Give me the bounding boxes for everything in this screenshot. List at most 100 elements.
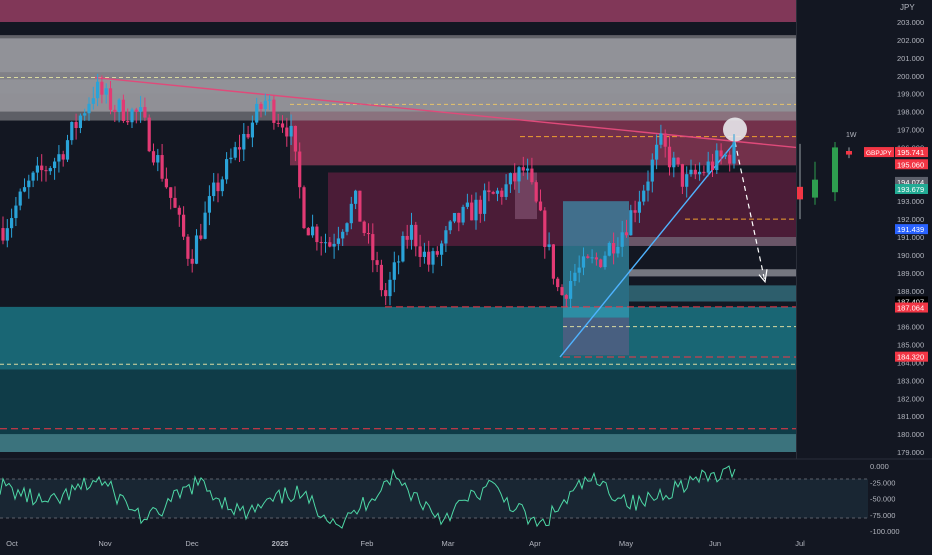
candle — [233, 147, 237, 158]
highlight-circle — [723, 117, 747, 142]
y-tick-label: 199.000 — [897, 90, 924, 99]
candle — [543, 210, 547, 247]
candle — [199, 235, 203, 239]
candle — [57, 154, 61, 162]
price-tag — [895, 176, 928, 187]
zone-order-block-top — [290, 120, 796, 166]
weekly-candle — [797, 186, 803, 200]
zone-demand — [0, 306, 796, 370]
candle — [186, 236, 190, 259]
candle — [285, 127, 289, 137]
price-tag — [895, 351, 928, 362]
oscillator-axis: 0.000 -25.000 -50.000 -75.000 -100.000 — [870, 462, 900, 536]
y-tick-label: 184.000 — [897, 358, 924, 367]
y-tick-label: 188.000 — [897, 287, 924, 296]
candle — [48, 168, 52, 172]
candle — [349, 203, 353, 224]
candle — [190, 258, 194, 264]
candle — [35, 165, 39, 173]
candle — [164, 178, 168, 188]
trendline-descending — [94, 76, 797, 149]
candle — [491, 192, 495, 194]
candle — [573, 272, 577, 281]
candle — [225, 159, 229, 180]
candle — [1, 228, 5, 241]
y-tick-label: 192.000 — [897, 215, 924, 224]
candle — [293, 125, 297, 152]
price-tag — [895, 184, 928, 195]
candle — [728, 154, 732, 164]
candle — [508, 173, 512, 185]
candle — [358, 190, 362, 222]
candle — [465, 202, 469, 207]
candle — [216, 182, 220, 192]
x-tick-label: May — [619, 539, 633, 548]
candle — [147, 117, 151, 152]
candle — [689, 169, 693, 175]
candle — [659, 133, 663, 145]
candle — [173, 197, 177, 208]
currency-label: JPY — [900, 3, 915, 12]
candle — [315, 226, 319, 243]
candle — [139, 107, 143, 112]
projection-arrowhead — [758, 269, 768, 284]
candle — [384, 290, 388, 297]
price-tag-text: 195.060 — [897, 160, 924, 169]
candle — [414, 224, 418, 247]
price-tag-text: 195.741 — [897, 148, 924, 157]
time-axis[interactable]: Oct Nov Dec 2025 Feb Mar Apr May Jun Jul — [6, 539, 805, 548]
x-tick-label: 2025 — [272, 539, 289, 548]
zone-premium — [0, 0, 796, 22]
candle — [78, 115, 82, 128]
candle — [53, 161, 57, 169]
candle — [263, 100, 267, 110]
candle — [306, 228, 310, 236]
candle — [100, 81, 104, 95]
price-tag-text: 194.074 — [897, 178, 924, 187]
x-tick-label: Apr — [529, 539, 541, 548]
price-tag — [895, 147, 928, 158]
candle — [427, 251, 431, 265]
projection-arrow — [734, 141, 766, 282]
candle — [624, 232, 629, 236]
y-tick-label: 201.000 — [897, 54, 924, 63]
y-tick-label: 203.000 — [897, 18, 924, 27]
candle — [388, 279, 392, 297]
candle — [177, 207, 181, 215]
candle — [91, 98, 95, 104]
candle — [44, 170, 48, 172]
price-tag-text: 184.320 — [897, 353, 924, 362]
candle — [96, 81, 100, 99]
osc-tick-label: 0.000 — [870, 462, 889, 471]
candle — [113, 109, 117, 113]
candle — [121, 99, 125, 121]
candle — [495, 190, 500, 194]
candle — [461, 206, 465, 223]
zone-bottom-band — [0, 434, 796, 452]
levels-layer — [0, 77, 796, 430]
candle — [104, 88, 108, 95]
candle — [667, 146, 672, 168]
candle — [474, 199, 478, 221]
candle — [130, 109, 134, 123]
osc-band — [0, 479, 868, 518]
candle — [719, 150, 723, 157]
candle — [560, 287, 564, 296]
candle — [629, 210, 633, 236]
candle — [452, 212, 457, 222]
candle — [526, 168, 530, 171]
candle — [551, 244, 555, 279]
candle — [70, 121, 74, 141]
candles-layer — [1, 73, 736, 308]
candle — [371, 234, 375, 261]
y-tick-label: 200.000 — [897, 72, 924, 81]
osc-tick-label: -25.000 — [870, 478, 895, 487]
candle — [336, 238, 340, 244]
candle — [10, 218, 14, 229]
candle — [444, 230, 448, 244]
candle — [706, 161, 710, 173]
candle — [556, 278, 560, 288]
candle — [156, 155, 160, 163]
